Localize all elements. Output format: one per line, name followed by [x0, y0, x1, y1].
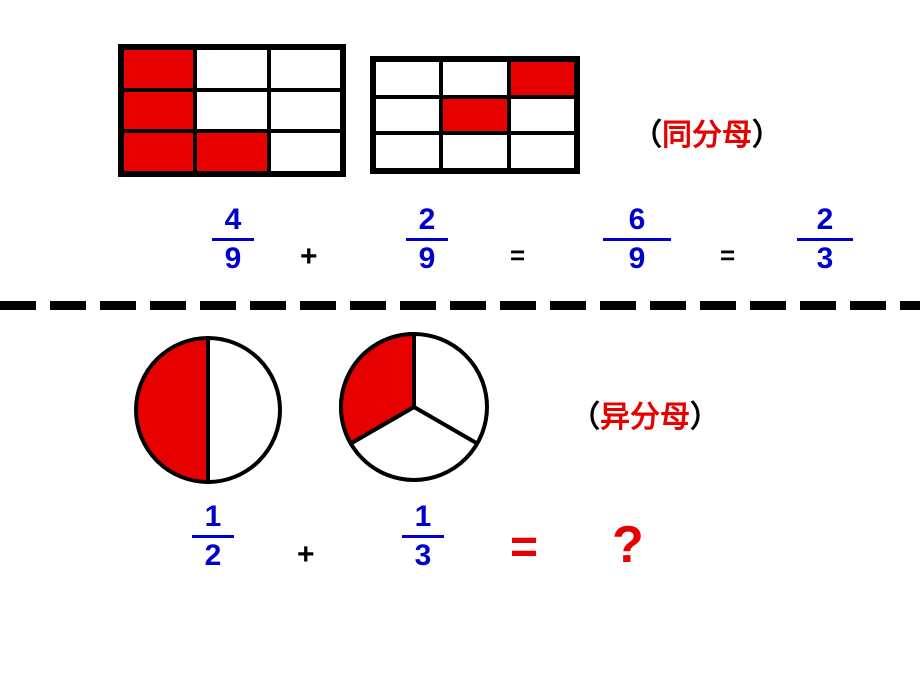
grid-cell: [269, 131, 342, 173]
denominator: 3: [817, 244, 834, 274]
paren-close: ）: [752, 119, 782, 152]
fraction-4-9: 4 9: [212, 205, 254, 274]
denominator: 3: [415, 541, 432, 571]
fraction-grid-2-9: [370, 56, 580, 174]
grid-cell: [509, 60, 576, 97]
paren-open: （: [632, 119, 662, 152]
grid-cell: [441, 60, 508, 97]
equals-sign-3: =: [510, 520, 538, 575]
grid-cell: [509, 133, 576, 170]
denominator: 9: [419, 244, 436, 274]
bottom-section: （异分母） 1 2 + 1 3 = ?: [0, 310, 920, 690]
equals-sign: =: [510, 240, 525, 271]
numerator: 1: [415, 502, 432, 532]
section-divider: [0, 300, 920, 310]
numerator: 4: [225, 205, 242, 235]
fraction-bar: [212, 238, 254, 241]
fraction-2-9: 2 9: [406, 205, 448, 274]
grid-cell: [195, 131, 268, 173]
paren-close: ）: [690, 401, 720, 434]
circle-half: [128, 330, 288, 490]
plus-sign: +: [300, 240, 318, 274]
fraction-bar: [406, 238, 448, 241]
numerator: 2: [817, 205, 834, 235]
grid-cell: [509, 97, 576, 134]
numerator: 2: [419, 205, 436, 235]
fraction-2-3: 2 3: [797, 205, 853, 274]
denominator: 2: [205, 541, 222, 571]
same-denominator-label: （同分母）: [632, 110, 782, 154]
fraction-6-9: 6 9: [603, 205, 671, 274]
fraction-bar: [192, 535, 234, 538]
grid-cell: [195, 90, 268, 132]
grid-cell: [195, 48, 268, 90]
denominator: 9: [629, 244, 646, 274]
grid-cell: [122, 131, 195, 173]
paren-open: （: [570, 401, 600, 434]
fraction-bar: [402, 535, 444, 538]
grid-cell: [441, 97, 508, 134]
fraction-bar: [797, 238, 853, 241]
fraction-1-3: 1 3: [402, 502, 444, 571]
grid-cell: [122, 48, 195, 90]
grid-cell: [122, 90, 195, 132]
grid-cell: [441, 133, 508, 170]
grid-cell: [269, 90, 342, 132]
label-text: 同分母: [662, 119, 752, 152]
top-section: （同分母） 4 9 + 2 9 = 6 9 = 2 3: [0, 0, 920, 300]
question-mark: ?: [612, 515, 644, 575]
grid-cell: [269, 48, 342, 90]
circle-third: [334, 327, 494, 487]
grid-cell: [374, 97, 441, 134]
numerator: 6: [629, 205, 646, 235]
diagram-page: （同分母） 4 9 + 2 9 = 6 9 = 2 3: [0, 0, 920, 690]
grid-cell: [374, 60, 441, 97]
fraction-grid-4-9: [118, 44, 346, 177]
fraction-bar: [603, 238, 671, 241]
plus-sign-2: +: [297, 538, 315, 572]
denominator: 9: [225, 244, 242, 274]
diff-denominator-label: （异分母）: [570, 392, 720, 436]
label-text: 异分母: [600, 401, 690, 434]
fraction-1-2: 1 2: [192, 502, 234, 571]
numerator: 1: [205, 502, 222, 532]
equals-sign-2: =: [720, 240, 735, 271]
grid-cell: [374, 133, 441, 170]
